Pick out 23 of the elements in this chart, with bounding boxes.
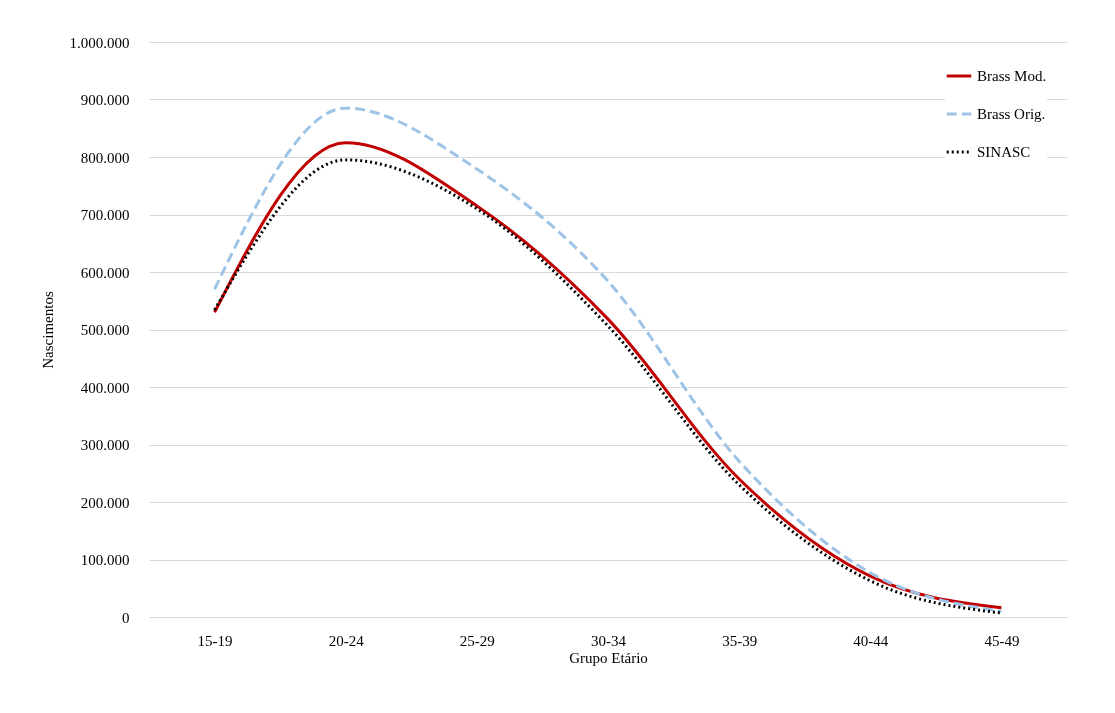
y-tick-label: 300.000 — [80, 437, 130, 453]
y-tick-label: 100.000 — [80, 552, 130, 568]
x-tick-label: 40-44 — [853, 632, 889, 649]
x-axis-title: Grupo Etário — [569, 649, 648, 666]
x-tick-label: 25-29 — [459, 632, 495, 649]
y-tick-label: 500.000 — [80, 322, 130, 338]
x-tick-label: 35-39 — [722, 632, 758, 649]
y-tick-label: 600.000 — [80, 264, 130, 281]
y-axis-title: Nascimentos — [39, 291, 56, 369]
x-tick-label: 20-24 — [328, 632, 365, 649]
y-tick-label: 0 — [122, 609, 130, 626]
x-tick-label: 15-19 — [197, 632, 233, 649]
legend-label: SINASC — [977, 144, 1031, 160]
legend-label: Brass Orig. — [977, 106, 1046, 122]
y-tick-label: 900.000 — [80, 92, 130, 108]
y-tick-label: 1.000.000 — [69, 34, 130, 51]
x-tick-label: 45-49 — [984, 632, 1020, 649]
y-tick-label: 800.000 — [80, 149, 130, 166]
y-tick-label: 200.000 — [80, 494, 130, 511]
y-tick-label: 700.000 — [80, 207, 130, 223]
x-tick-label: 30-34 — [591, 632, 627, 649]
y-tick-label: 400.000 — [80, 379, 130, 396]
legend-label: Brass Mod. — [977, 68, 1047, 84]
